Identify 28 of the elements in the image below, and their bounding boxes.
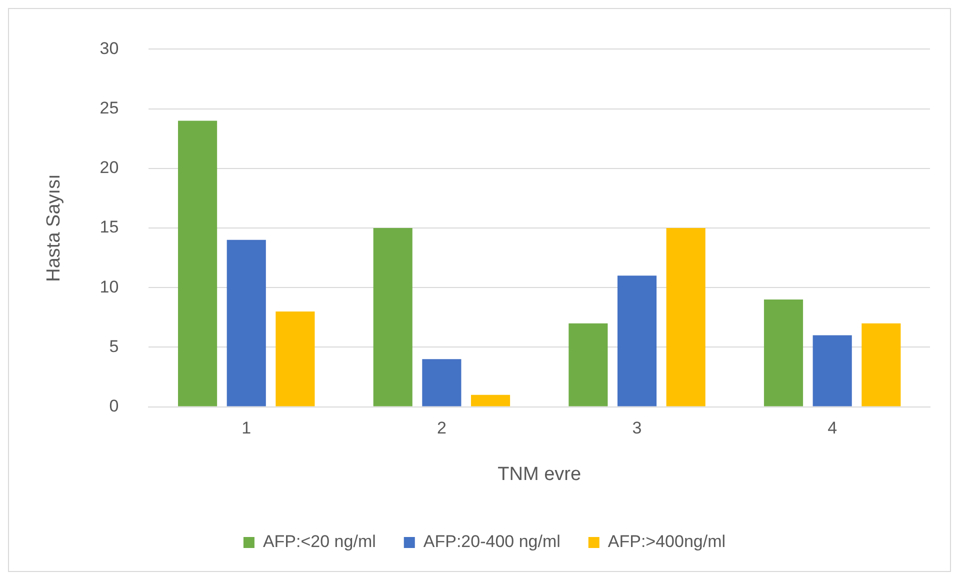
x-tick-label: 2 [436,418,446,438]
bar [568,323,608,406]
x-tick-label: 4 [828,418,838,438]
bar [470,394,510,406]
legend-label: AFP:20-400 ng/ml [423,532,560,552]
legend-label: AFP:<20 ng/ml [262,532,376,552]
y-tick-label: 30 [100,38,119,58]
y-tick-label: 25 [100,98,119,118]
bar [276,311,315,406]
y-tick-label: 20 [100,158,119,178]
legend-label: AFP:>400ng/ml [608,532,726,552]
y-tick-label: 5 [109,336,119,356]
y-axis-title: Hasta Sayısı [44,174,65,282]
x-axis-title: TNM evre [498,464,582,485]
bar [373,228,412,406]
bar [862,323,901,406]
x-tick-label: 1 [242,418,252,438]
bar [226,240,266,406]
y-tick-label: 15 [100,218,119,237]
bar [764,300,804,406]
bar [812,335,852,406]
bar [617,276,657,406]
bar [422,359,462,406]
y-tick-label: 0 [109,396,119,416]
y-tick-label: 10 [100,277,119,296]
bar [178,120,218,406]
bar [666,228,706,406]
x-tick-label: 3 [632,418,642,438]
